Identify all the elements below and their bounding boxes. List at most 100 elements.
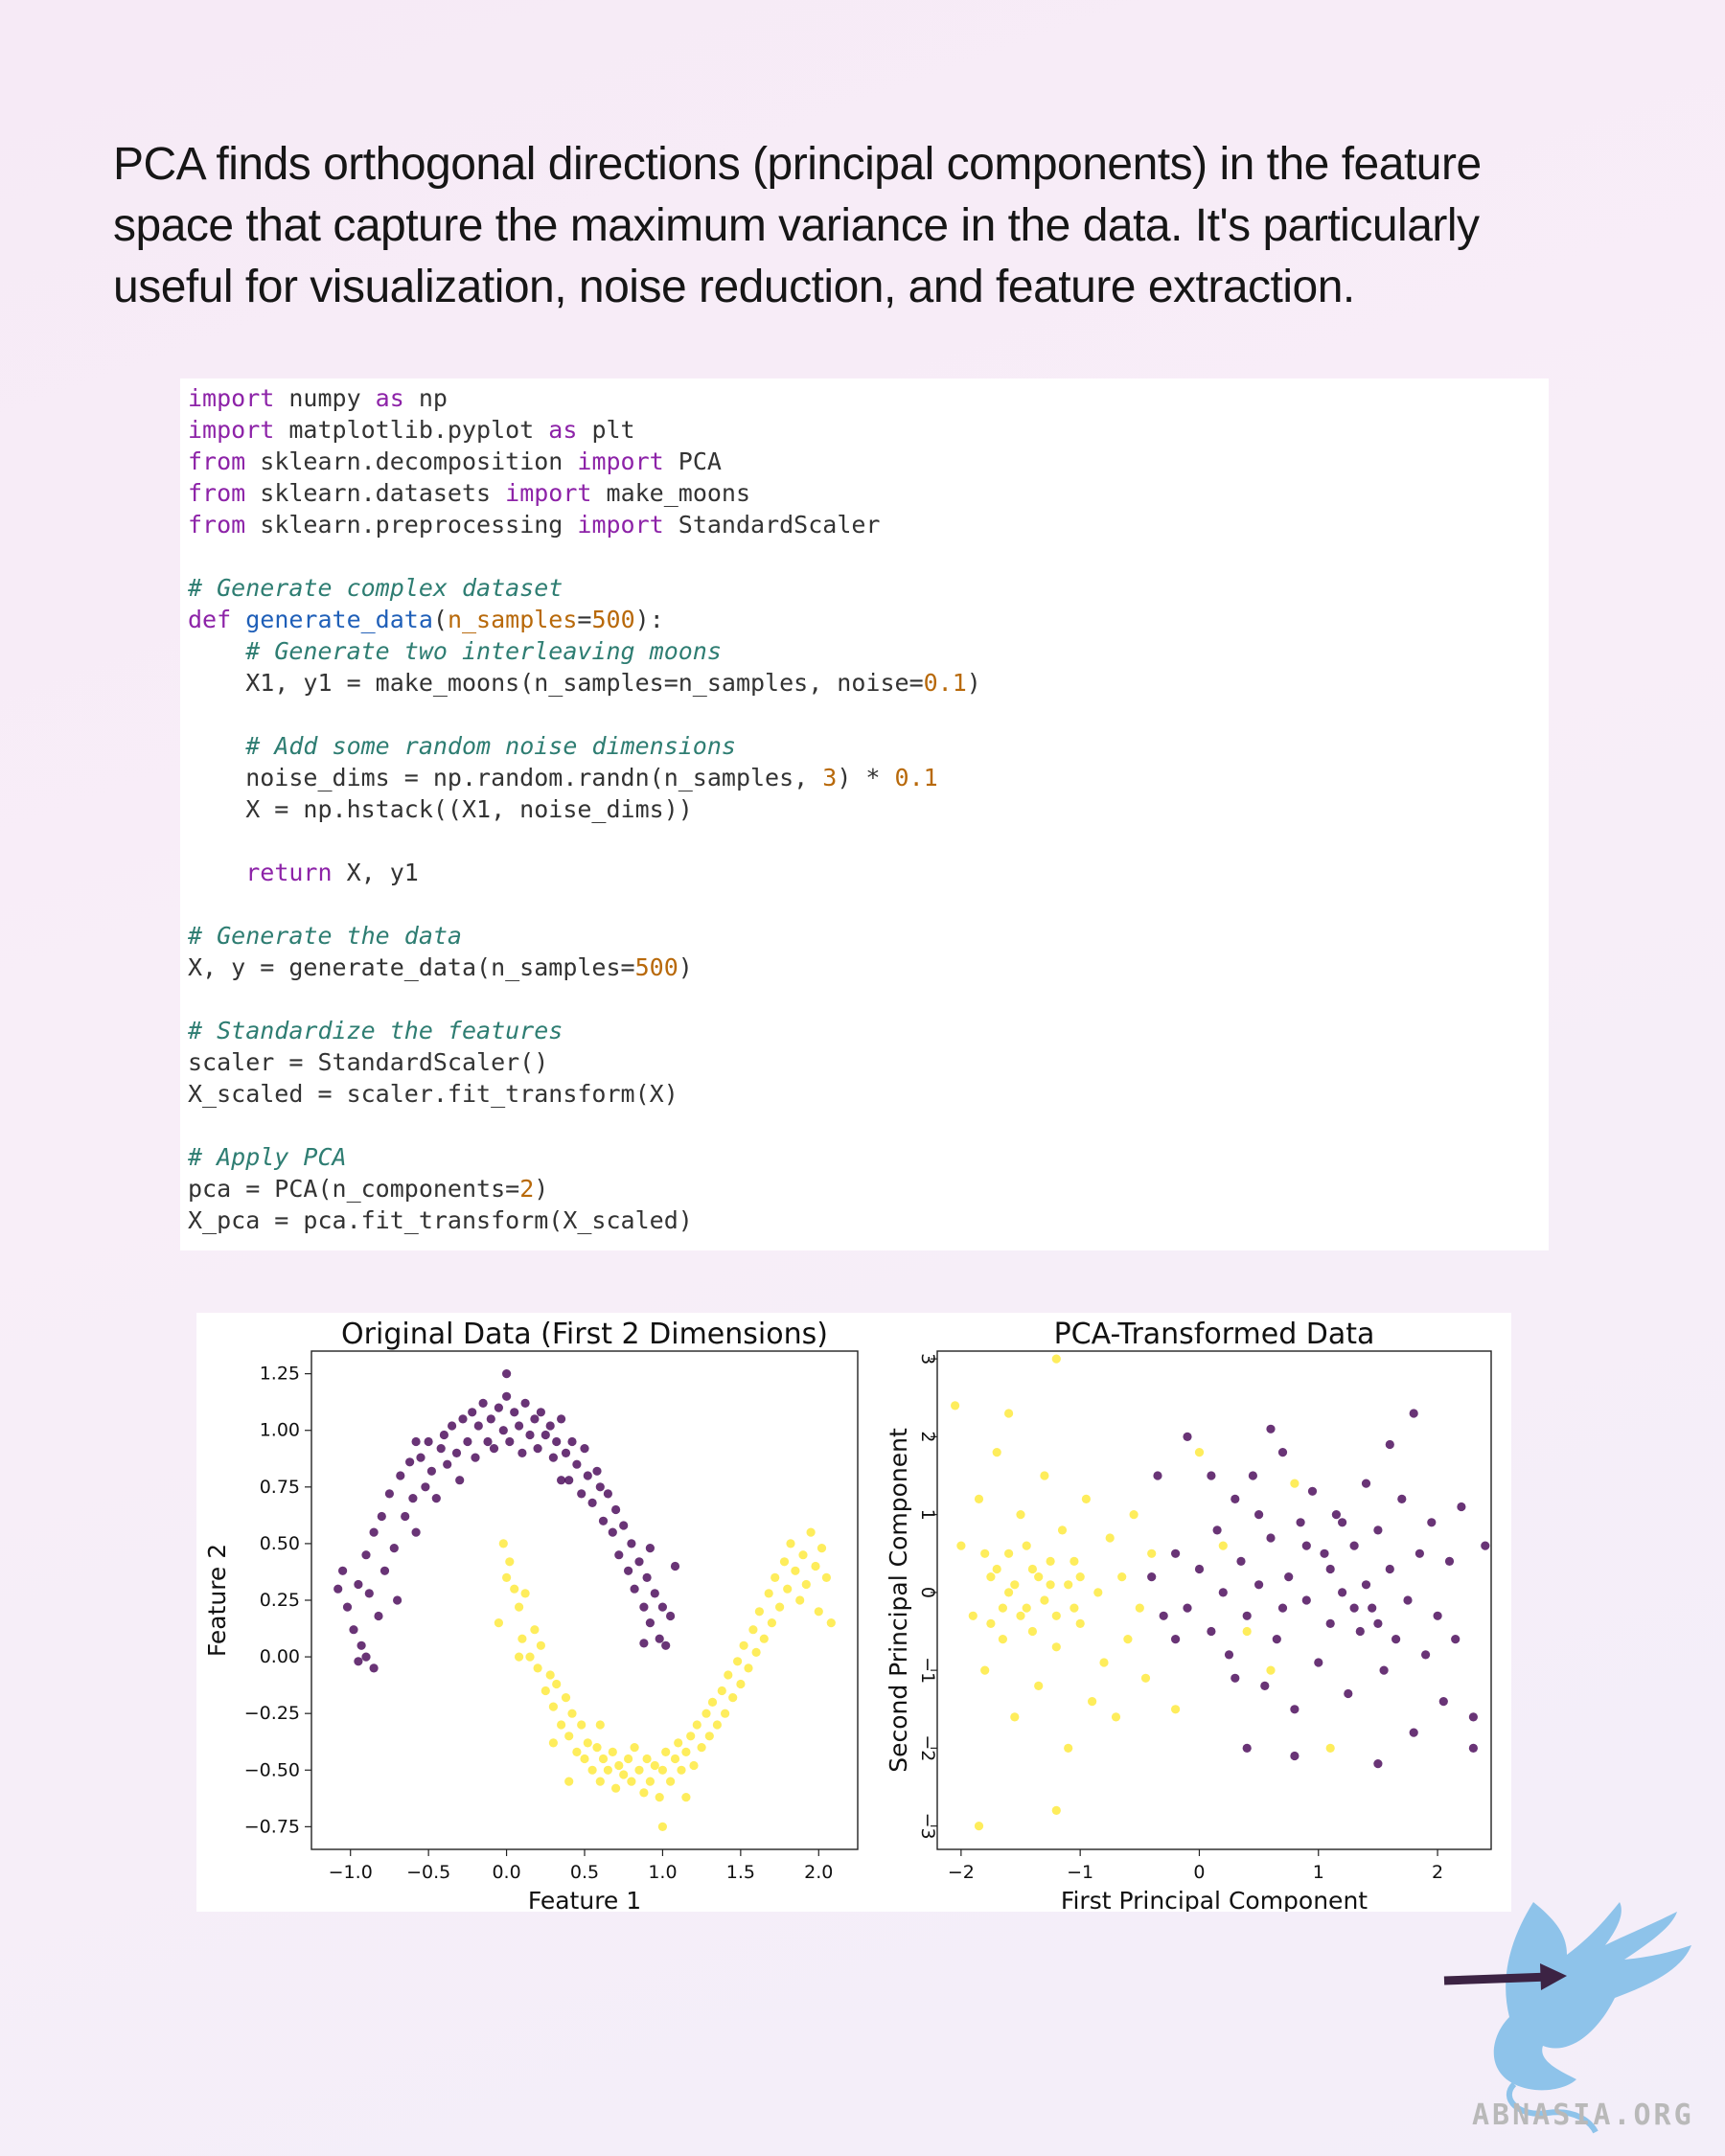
- data-point: [421, 1482, 430, 1492]
- code-token: make_moons: [591, 479, 751, 507]
- data-point: [377, 1511, 386, 1522]
- code-token: noise_dims = np.random.randn(n_samples,: [188, 764, 823, 791]
- data-point: [704, 1732, 714, 1741]
- data-point: [1218, 1541, 1228, 1550]
- data-point: [992, 1564, 1001, 1574]
- data-point: [1307, 1486, 1318, 1496]
- data-point: [801, 1579, 811, 1590]
- data-point: [1010, 1580, 1020, 1590]
- data-point: [1027, 1564, 1037, 1574]
- data-point: [458, 1414, 468, 1424]
- y-tick-label: −3: [917, 1813, 938, 1840]
- data-point: [739, 1640, 748, 1650]
- data-point: [1242, 1743, 1252, 1753]
- data-point: [786, 1539, 795, 1548]
- data-point: [411, 1436, 421, 1447]
- data-point: [1290, 1751, 1300, 1761]
- data-point: [795, 1595, 805, 1605]
- data-point: [533, 1663, 542, 1673]
- data-point: [1129, 1510, 1138, 1520]
- data-point: [577, 1720, 586, 1730]
- data-point: [374, 1611, 383, 1621]
- chart-title: PCA-Transformed Data: [1054, 1318, 1375, 1351]
- data-point: [733, 1657, 743, 1666]
- data-point: [974, 1494, 984, 1503]
- code-token: 2: [519, 1175, 535, 1203]
- data-point: [1438, 1697, 1448, 1707]
- data-point: [468, 1408, 477, 1417]
- data-point: [764, 1589, 773, 1598]
- data-point: [361, 1550, 371, 1560]
- data-point: [1147, 1548, 1157, 1558]
- data-point: [744, 1663, 753, 1673]
- data-point: [603, 1765, 612, 1775]
- data-point: [1064, 1743, 1073, 1753]
- data-point: [448, 1421, 457, 1431]
- code-line: return X, y1: [188, 857, 1549, 888]
- data-point: [552, 1679, 562, 1689]
- data-point: [380, 1566, 390, 1575]
- data-point: [980, 1665, 990, 1675]
- data-point: [1325, 1743, 1335, 1753]
- data-point: [572, 1459, 582, 1469]
- code-token: X1, y1 = make_moons(n_samples=n_samples,…: [188, 669, 924, 697]
- data-point: [1183, 1432, 1192, 1441]
- x-tick-label: −1: [1067, 1862, 1093, 1883]
- data-point: [405, 1457, 415, 1467]
- data-point: [1266, 1533, 1276, 1543]
- data-point: [603, 1489, 612, 1499]
- data-point: [463, 1436, 472, 1447]
- data-point: [1194, 1448, 1205, 1457]
- data-point: [483, 1436, 493, 1447]
- data-point: [424, 1436, 433, 1447]
- code-token: sklearn.datasets: [245, 479, 506, 507]
- data-point: [611, 1783, 621, 1793]
- code-line: X_scaled = scaler.fit_transform(X): [188, 1078, 1549, 1110]
- data-point: [614, 1760, 624, 1771]
- data-point: [1338, 1588, 1347, 1597]
- data-point: [510, 1408, 519, 1417]
- data-point: [956, 1541, 966, 1550]
- chart-title: Original Data (First 2 Dimensions): [341, 1318, 828, 1351]
- code-token: [188, 732, 245, 760]
- data-point: [478, 1398, 488, 1408]
- data-point: [369, 1663, 379, 1673]
- data-point: [1004, 1548, 1014, 1558]
- code-line: [188, 983, 1549, 1015]
- data-point: [1075, 1572, 1085, 1582]
- x-axis-label: Feature 1: [528, 1887, 641, 1912]
- code-token: # Generate the data: [188, 922, 462, 950]
- code-token: sklearn.preprocessing: [245, 511, 578, 539]
- code-line: # Add some random noise dimensions: [188, 730, 1549, 762]
- data-point: [1236, 1556, 1246, 1566]
- y-tick-label: 3: [917, 1353, 938, 1365]
- data-point: [1421, 1650, 1431, 1660]
- data-point: [1004, 1409, 1014, 1418]
- data-point: [1140, 1673, 1151, 1683]
- data-point: [1301, 1595, 1311, 1605]
- code-line: pca = PCA(n_components=2): [188, 1173, 1549, 1204]
- data-point: [564, 1476, 574, 1485]
- data-point: [1171, 1548, 1181, 1558]
- data-point: [1057, 1525, 1068, 1535]
- data-point: [1022, 1541, 1031, 1550]
- data-point: [564, 1732, 574, 1741]
- data-point: [634, 1557, 644, 1567]
- data-point: [998, 1603, 1007, 1613]
- data-point: [1016, 1611, 1025, 1620]
- data-point: [1034, 1681, 1044, 1690]
- data-point: [510, 1584, 519, 1594]
- data-point: [1040, 1595, 1049, 1605]
- data-point: [561, 1693, 571, 1703]
- data-point: [401, 1511, 410, 1522]
- data-point: [1099, 1658, 1109, 1667]
- y-axis-label: Feature 2: [203, 1544, 231, 1657]
- data-point: [1046, 1556, 1055, 1566]
- data-point: [951, 1401, 960, 1411]
- data-point: [650, 1760, 659, 1771]
- data-point: [583, 1471, 592, 1480]
- data-point: [614, 1550, 624, 1560]
- data-point: [619, 1770, 629, 1779]
- code-token: as: [375, 384, 404, 412]
- code-line: [188, 888, 1549, 920]
